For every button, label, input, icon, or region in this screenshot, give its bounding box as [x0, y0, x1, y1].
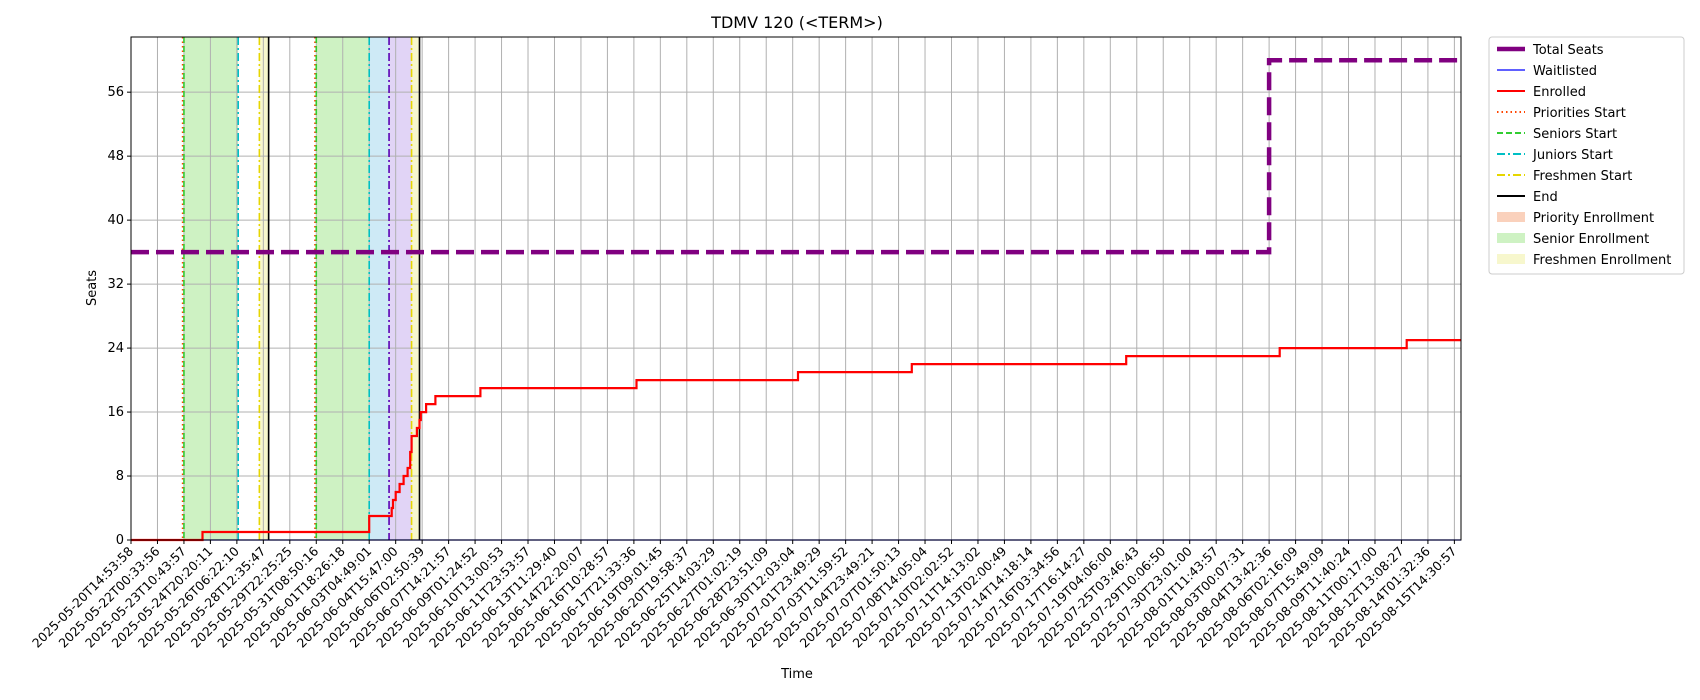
chart-title: TDMV 120 (<TERM>) — [710, 13, 883, 32]
y-tick-label: 40 — [107, 213, 124, 228]
x-axis-label: Time — [780, 667, 813, 682]
legend-swatch-freshmen-enrollment — [1497, 254, 1525, 264]
y-tick-label: 32 — [107, 277, 124, 292]
shaded-region-unlabeled-3-0 — [369, 37, 390, 540]
legend-label-priority-enrollment: Priority Enrollment — [1533, 211, 1654, 226]
legend: Total Seats Waitlisted Enrolled Priorities … — [1488, 36, 1685, 275]
shaded-region-freshmen-enrollment-0 — [259, 37, 269, 540]
legend-swatch-senior-enrollment — [1497, 233, 1525, 243]
legend-label-enrolled: Enrolled — [1533, 85, 1586, 100]
legend-label-total-seats: Total Seats — [1532, 43, 1604, 58]
shaded-region-unlabeled-4-0 — [389, 37, 412, 540]
legend-label-senior-enrollment: Senior Enrollment — [1533, 232, 1649, 247]
shaded-region-senior-enrollment-0 — [183, 37, 239, 540]
y-tick-label: 48 — [107, 149, 124, 164]
legend-label-end: End — [1533, 190, 1558, 205]
y-tick-label: 24 — [107, 341, 124, 356]
legend-label-priorities-start: Priorities Start — [1533, 106, 1626, 121]
series-line-enrolled — [131, 339, 1461, 542]
y-axis-label: Seats — [85, 270, 100, 306]
y-tick-label: 16 — [107, 405, 124, 420]
shaded-region-freshmen-enrollment-1 — [411, 37, 420, 540]
legend-label-freshmen-start: Freshmen Start — [1533, 169, 1632, 184]
plot-area: 081624324048562025-05-20T14:53:582025-05… — [29, 36, 1462, 651]
y-tick-label: 8 — [116, 469, 124, 484]
y-tick-label: 56 — [107, 85, 124, 100]
axes-frame — [130, 36, 1462, 541]
legend-label-waitlisted: Waitlisted — [1533, 64, 1597, 79]
legend-label-seniors-start: Seniors Start — [1533, 127, 1617, 142]
legend-swatch-priority-enrollment — [1497, 212, 1525, 222]
y-tick-label: 0 — [116, 533, 124, 548]
legend-label-freshmen-enrollment: Freshmen Enrollment — [1533, 253, 1671, 268]
series-line-total-seats — [131, 57, 1461, 255]
legend-label-juniors-start: Juniors Start — [1532, 148, 1613, 163]
legend-box — [1488, 36, 1685, 275]
